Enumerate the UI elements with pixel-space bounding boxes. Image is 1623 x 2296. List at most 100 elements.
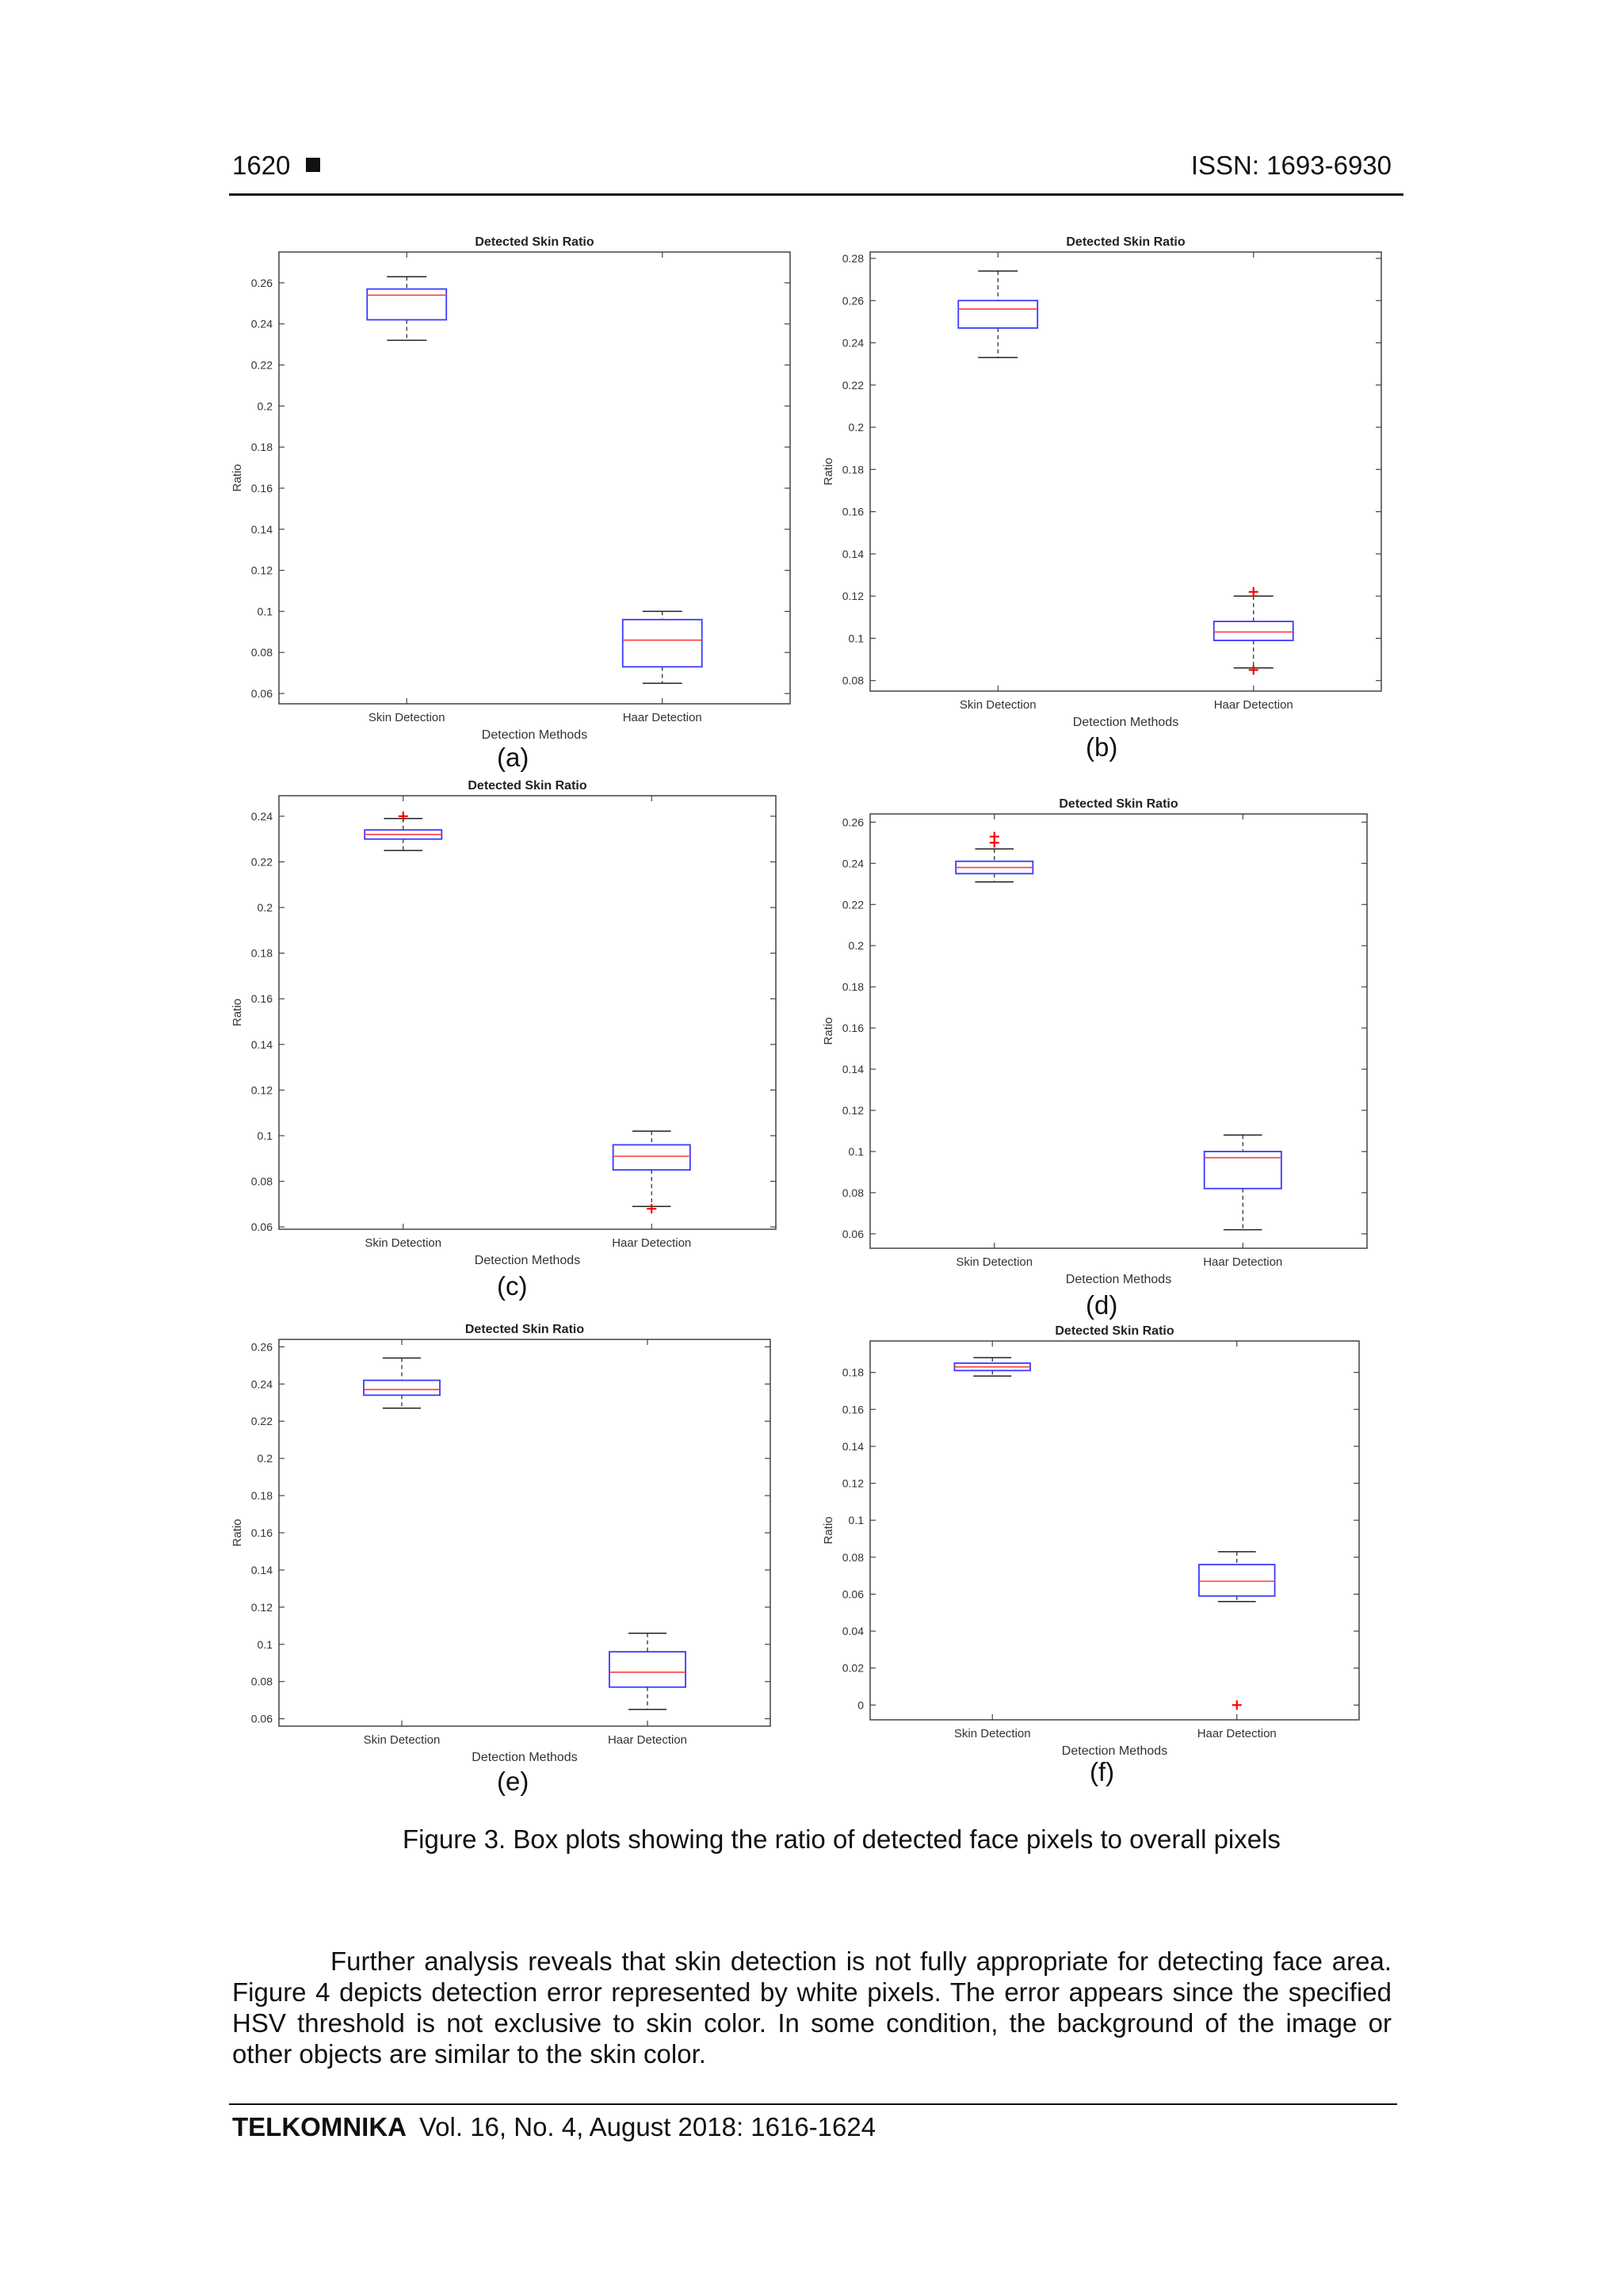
- journal-name: TELKOMNIKA: [232, 2112, 407, 2141]
- y-tick-label: 0.06: [251, 687, 273, 700]
- outlier-marker: [1248, 586, 1258, 597]
- iqr-box: [609, 1651, 686, 1688]
- y-tick-label: 0.14: [842, 1440, 864, 1453]
- iqr-box: [366, 288, 448, 321]
- y-tick-label: 0.24: [842, 337, 864, 350]
- x-tick-label: Skin Detection: [364, 1733, 441, 1747]
- y-tick-label: 0.26: [842, 816, 864, 828]
- y-tick-label: 0.22: [251, 855, 273, 868]
- y-tick-label: 0.26: [842, 294, 864, 307]
- y-tick-label: 0.1: [258, 605, 273, 617]
- y-tick-label: 0.24: [251, 810, 273, 823]
- y-tick-label: 0.18: [842, 1366, 864, 1379]
- x-tick-label: Skin Detection: [956, 1255, 1033, 1269]
- y-tick-label: 0.18: [251, 441, 273, 453]
- box-skin-detection: [957, 270, 1039, 358]
- y-tick-label: 0.16: [842, 1403, 864, 1415]
- x-axis-label: Detection Methods: [482, 728, 587, 742]
- box-haar-detection: [612, 1130, 691, 1214]
- y-axis-label: Ratio: [822, 1516, 835, 1544]
- y-tick-label: 0.12: [842, 590, 864, 602]
- y-tick-label: 0.12: [251, 1601, 273, 1614]
- y-tick-label: 0.2: [849, 939, 865, 952]
- iqr-box: [1198, 1564, 1276, 1597]
- x-axis-label: Detection Methods: [472, 1751, 577, 1764]
- y-tick-label: 0.14: [842, 1063, 864, 1075]
- x-tick-label: Haar Detection: [608, 1733, 687, 1747]
- y-tick-label: 0.06: [842, 1228, 864, 1240]
- outlier-marker: [989, 831, 999, 842]
- sublabel-c: (c): [497, 1271, 528, 1301]
- y-axis-label: Ratio: [822, 1017, 835, 1045]
- plot-title: Detected Skin Ratio: [1066, 235, 1185, 249]
- y-tick-label: 0.06: [251, 1713, 273, 1725]
- outlier-marker: [1248, 665, 1258, 675]
- box-haar-detection: [1203, 1134, 1282, 1231]
- x-tick-label: Haar Detection: [1214, 698, 1293, 712]
- iqr-box: [612, 1144, 691, 1171]
- issn: ISSN: 1693-6930: [1190, 151, 1392, 180]
- y-tick-label: 0.08: [251, 1675, 273, 1688]
- x-tick-label: Haar Detection: [1197, 1727, 1277, 1740]
- y-tick-label: 0.24: [251, 1377, 273, 1390]
- box-haar-detection: [621, 610, 703, 684]
- outlier-marker: [398, 811, 408, 821]
- y-tick-label: 0.2: [258, 901, 273, 914]
- y-tick-label: 0.14: [251, 523, 273, 536]
- y-tick-label: 0.16: [251, 992, 273, 1005]
- box-haar-detection: [1198, 1551, 1276, 1710]
- x-tick-label: Haar Detection: [1203, 1255, 1282, 1269]
- y-tick-label: 0.06: [842, 1587, 864, 1600]
- y-tick-label: 0.1: [258, 1129, 273, 1142]
- x-tick-label: Skin Detection: [369, 711, 445, 724]
- y-tick-label: 0.1: [258, 1638, 273, 1651]
- box-skin-detection: [364, 811, 443, 851]
- y-tick-label: 0.16: [842, 506, 864, 518]
- y-tick-label: 0.04: [842, 1625, 864, 1637]
- y-tick-label: 0.18: [251, 947, 273, 960]
- box-haar-detection: [1212, 586, 1294, 675]
- figure-caption: Figure 3. Box plots showing the ratio of…: [403, 1824, 1281, 1854]
- plot-frame: [869, 1340, 1360, 1721]
- header-rule: [229, 193, 1403, 196]
- iqr-box: [1203, 1151, 1282, 1190]
- sublabel-b: (b): [1086, 732, 1118, 762]
- y-tick-label: 0.12: [251, 1083, 273, 1096]
- y-tick-label: 0.12: [251, 564, 273, 577]
- x-tick-label: Skin Detection: [960, 698, 1037, 712]
- y-tick-label: 0.16: [251, 482, 273, 495]
- box-skin-detection: [953, 1357, 1031, 1377]
- page-number-text: 1620: [232, 151, 291, 180]
- y-tick-label: 0.18: [251, 1489, 273, 1502]
- y-tick-label: 0.14: [842, 548, 864, 560]
- y-axis-label: Ratio: [231, 464, 244, 491]
- y-tick-label: 0.18: [842, 463, 864, 476]
- iqr-box: [621, 618, 703, 668]
- y-tick-label: 0.16: [842, 1022, 864, 1034]
- square-bullet-icon: [306, 158, 321, 172]
- citation: Vol. 16, No. 4, August 2018: 1616-1624: [418, 2112, 876, 2141]
- plot-title: Detected Skin Ratio: [468, 779, 586, 793]
- iqr-box: [1212, 621, 1294, 641]
- x-tick-label: Haar Detection: [623, 711, 702, 724]
- y-tick-label: 0.2: [258, 399, 273, 412]
- y-tick-label: 0.16: [251, 1526, 273, 1539]
- sublabel-f: (f): [1090, 1757, 1115, 1786]
- x-tick-label: Haar Detection: [612, 1236, 691, 1250]
- page-number: 1620: [232, 151, 321, 181]
- y-tick-label: 0.26: [251, 1340, 273, 1353]
- y-tick-label: 0.14: [251, 1564, 273, 1576]
- box-skin-detection: [366, 276, 448, 342]
- y-tick-label: 0.1: [849, 1514, 865, 1526]
- y-axis-label: Ratio: [231, 1519, 244, 1546]
- plot-title: Detected Skin Ratio: [475, 235, 594, 249]
- y-tick-label: 0.06: [251, 1221, 273, 1233]
- plot-title: Detected Skin Ratio: [1059, 797, 1178, 811]
- footer: TELKOMNIKA Vol. 16, No. 4, August 2018: 1…: [232, 2112, 876, 2142]
- iqr-box: [363, 1379, 441, 1396]
- outlier-marker: [647, 1204, 657, 1214]
- outlier-marker: [1232, 1700, 1242, 1710]
